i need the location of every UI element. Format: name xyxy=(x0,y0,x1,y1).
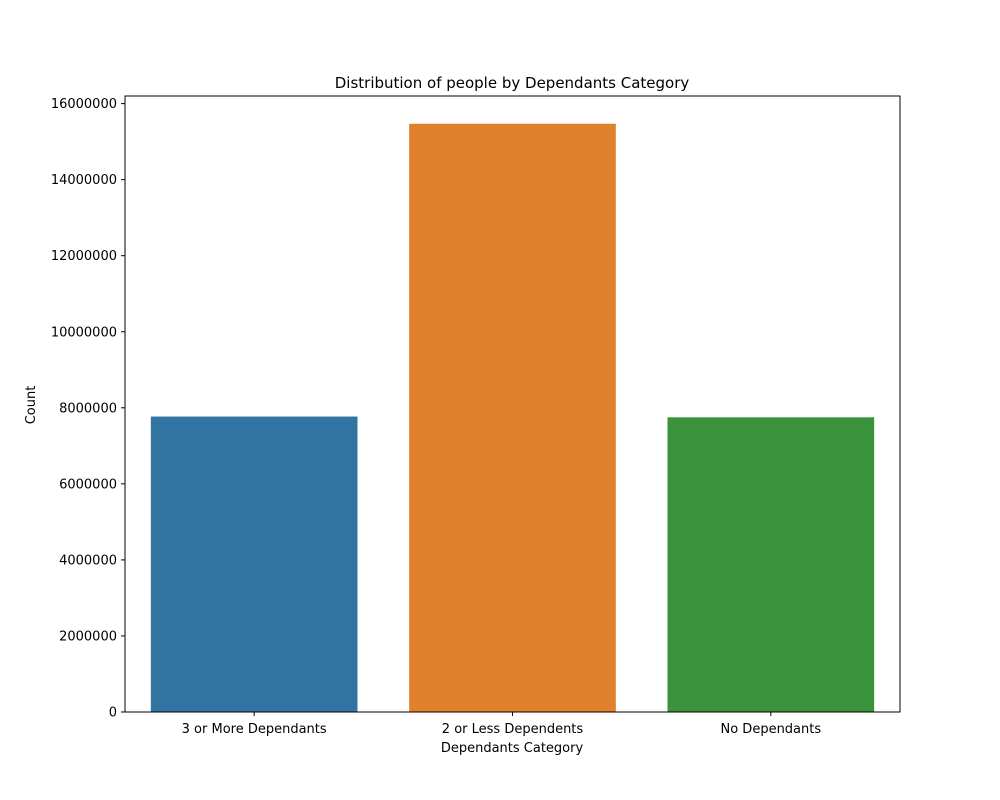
x-axis-title: Dependants Category xyxy=(441,741,584,756)
y-tick-label: 2000000 xyxy=(59,629,117,644)
y-tick-label: 10000000 xyxy=(51,325,117,340)
y-tick-label: 16000000 xyxy=(51,97,117,112)
y-tick-label: 8000000 xyxy=(59,401,117,416)
x-tick-label: 3 or More Dependants xyxy=(182,722,327,737)
x-tick-label: No Dependants xyxy=(721,722,822,737)
y-tick-label: 6000000 xyxy=(59,477,117,492)
chart-title: Distribution of people by Dependants Cat… xyxy=(335,74,690,92)
bar-1 xyxy=(150,416,358,712)
bar-2 xyxy=(409,123,616,712)
bars-group xyxy=(150,123,875,712)
y-axis-ticks: 0 2000000 4000000 6000000 8000000 10000000 120… xyxy=(51,97,125,721)
y-tick-label: 4000000 xyxy=(59,553,117,568)
x-axis-ticks: 3 or More Dependants 2 or Less Dependents… xyxy=(182,712,822,737)
y-tick-label: 14000000 xyxy=(51,173,117,188)
y-tick-label: 12000000 xyxy=(51,249,117,264)
y-tick-label: 0 xyxy=(109,706,117,721)
bar-3 xyxy=(667,417,875,712)
y-axis-title: Count xyxy=(24,386,39,425)
x-tick-label: 2 or Less Dependents xyxy=(442,722,584,737)
